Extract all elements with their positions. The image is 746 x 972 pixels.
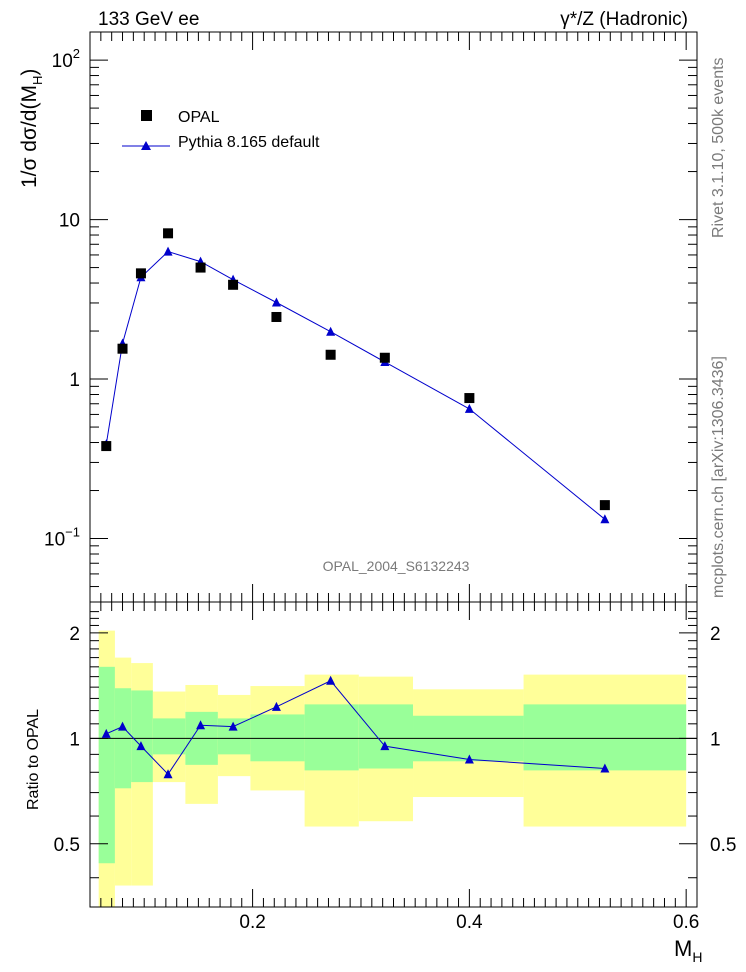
- rivet-version-label: Rivet 3.1.10, 500k events: [710, 57, 727, 238]
- ratio-band-inner-2: [131, 690, 153, 783]
- ratio-mc-point: [380, 741, 390, 751]
- ratio-y-tick-labels: 0.5 1 2: [54, 624, 80, 856]
- data-point: [599, 500, 610, 511]
- ratio-band-inner-3: [152, 718, 186, 755]
- ratio-mc-point: [600, 763, 610, 773]
- ratio-y-axis-title: Ratio to OPAL: [25, 709, 42, 810]
- ratio-mc-point: [228, 721, 238, 731]
- ratio-y-tick-labels-right: 0.5 1 2: [710, 624, 736, 856]
- data-point: [117, 343, 128, 354]
- data-point: [101, 441, 112, 452]
- ratio-mc-point: [136, 741, 146, 751]
- ratio-x-tick-label-0: 0.2: [239, 912, 265, 933]
- ratio-mc-point: [101, 728, 111, 738]
- main-y-tick-label-2: 10: [59, 211, 80, 232]
- mc-point: [271, 297, 281, 307]
- main-y-ticks: [90, 59, 697, 603]
- ratio-band-inner-0: [98, 666, 115, 864]
- ratio-x-tick-label-1: 0.4: [456, 912, 483, 933]
- ratio-band-inner-10: [523, 704, 687, 771]
- data-point: [464, 393, 475, 404]
- data-point: [379, 352, 390, 363]
- ratio-x-tick-label-2: 0.6: [673, 912, 699, 933]
- legend: OPAL Pythia 8.165 default: [122, 109, 320, 151]
- mc-point: [163, 246, 173, 256]
- main-y-tick-label-0: 10−1: [44, 525, 80, 551]
- data-point: [135, 268, 146, 279]
- ratio-y-tick-label-1: 1: [69, 729, 80, 750]
- ratio-bands: [98, 630, 687, 907]
- ratio-band-inner-7: [304, 704, 359, 771]
- mc-point: [326, 326, 336, 336]
- main-y-tick-labels: 10−1 1 10 102: [44, 46, 80, 550]
- ratio-y-tick-label-right-1: 1: [710, 729, 721, 750]
- ratio-mc-point: [326, 675, 336, 685]
- ratio-band-inner-8: [358, 704, 414, 769]
- data-point: [271, 311, 282, 322]
- data-point: [163, 228, 174, 239]
- x-axis-title: MH: [674, 936, 702, 965]
- ratio-y-tick-label-0: 0.5: [54, 835, 80, 856]
- legend-mc-marker: [141, 141, 151, 150]
- ratio-mc-point: [163, 769, 173, 779]
- data-point: [195, 262, 206, 273]
- ratio-mc-series: [101, 675, 610, 779]
- ratio-mc-point: [271, 701, 281, 711]
- data-point: [228, 279, 239, 290]
- main-x-ticks: [89, 32, 687, 602]
- legend-data-label: OPAL: [178, 109, 220, 126]
- mc-point: [600, 514, 610, 524]
- mcplots-label: mcplots.cern.ch [arXiv:1306.3436]: [710, 356, 727, 598]
- ratio-y-tick-label-right-2: 2: [710, 624, 721, 645]
- ratio-x-tick-labels: 0.2 0.4 0.6: [239, 912, 699, 933]
- legend-mc-label: Pythia 8.165 default: [178, 134, 320, 151]
- ratio-y-tick-label-2: 2: [69, 624, 80, 645]
- mc-series: [101, 246, 610, 524]
- left-title: 133 GeV ee: [98, 9, 199, 30]
- mc-line: [105, 251, 606, 520]
- ratio-mc-point: [118, 721, 128, 731]
- main-y-tick-label-1: 1: [69, 370, 80, 391]
- mc-point: [464, 403, 474, 413]
- ratio-mc-point: [464, 754, 474, 764]
- data-series: [101, 228, 610, 511]
- main-y-axis-title: 1/σ dσ/d(MH): [18, 69, 45, 188]
- ratio-y-ticks: [90, 611, 697, 879]
- legend-data-marker: [141, 110, 152, 121]
- data-point: [325, 349, 336, 360]
- main-y-tick-label-3: 102: [52, 46, 80, 72]
- ratio-y-tick-label-right-0: 0.5: [710, 835, 736, 856]
- analysis-annotation: OPAL_2004_S6132243: [323, 558, 470, 574]
- ratio-x-ticks: [89, 602, 687, 907]
- ratio-mc-point: [196, 720, 206, 730]
- right-title: γ*/Z (Hadronic): [560, 9, 688, 30]
